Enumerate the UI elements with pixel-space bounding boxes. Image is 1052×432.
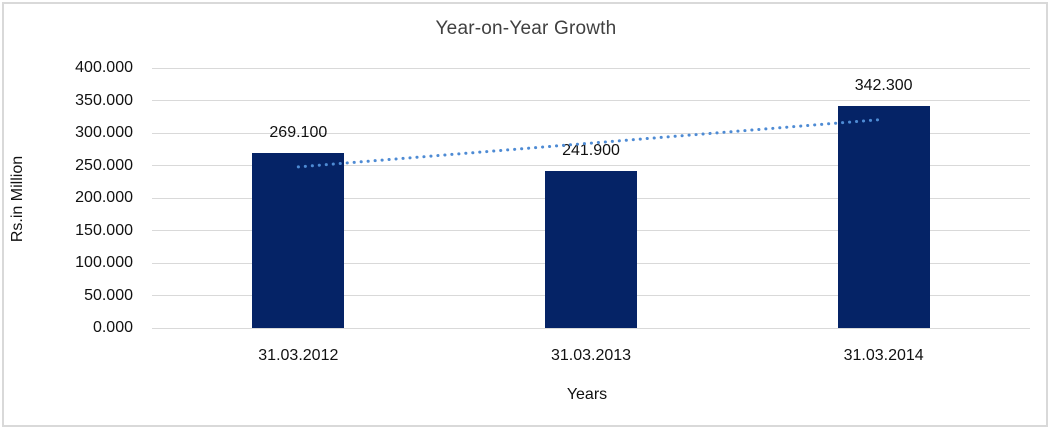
bar-31.03.2012: [252, 153, 345, 328]
data-label: 241.900: [562, 141, 620, 159]
y-tick-label: 350.000: [75, 91, 133, 109]
y-tick-label: 200.000: [75, 189, 133, 206]
y-tick-label: 100.000: [75, 254, 133, 271]
y-tick-label: 400.000: [75, 59, 133, 76]
y-tick-label: 300.000: [75, 124, 133, 141]
chart-title: Year-on-Year Growth: [435, 18, 617, 39]
y-tick-label: 0.000: [92, 319, 133, 336]
y-tick-label: 50.000: [84, 286, 133, 304]
y-tick-label: 150.000: [75, 221, 133, 239]
x-tick-label: 31.03.2012: [258, 347, 339, 364]
data-label: 342.300: [854, 76, 913, 94]
gridline: [152, 100, 1030, 101]
bar-31.03.2014: [837, 105, 930, 328]
x-axis-title: Years: [566, 386, 608, 403]
y-tick-label: 250.000: [75, 156, 133, 174]
gridline: [152, 327, 1030, 329]
x-tick-label: 31.03.2013: [550, 347, 632, 364]
x-tick-label: 31.03.2014: [843, 347, 924, 364]
gridline: [152, 67, 1030, 69]
data-label: 269.100: [269, 124, 328, 142]
bar-31.03.2013: [545, 170, 637, 328]
